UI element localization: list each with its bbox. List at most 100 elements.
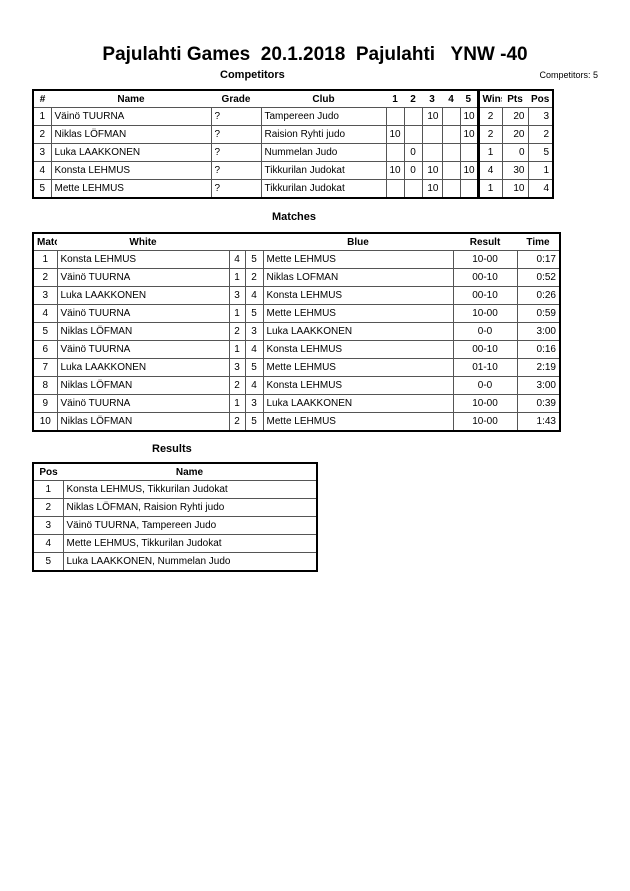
table-cell: 2:19: [516, 358, 561, 377]
table-cell: Konsta LEHMUS: [262, 376, 454, 395]
table-row: 2 Niklas LÖFMAN, Raision Ryhti judo: [32, 498, 318, 517]
column-header: Match: [37, 236, 57, 248]
table-cell: 2: [476, 125, 503, 144]
table-cell: 7: [32, 358, 58, 377]
table-cell: ?: [210, 107, 262, 126]
table-cell: 3: [32, 143, 52, 162]
table-cell: 1: [32, 107, 52, 126]
table-cell: 3: [32, 286, 58, 305]
table-row: 10 Niklas LÖFMAN 2 5 Mette LEHMUS 10-00 1:43: [32, 412, 561, 432]
table-cell: [421, 143, 443, 162]
table-cell: [459, 143, 479, 162]
table-cell: Luka LAAKKONEN: [56, 358, 230, 377]
column-header: Time: [526, 236, 550, 248]
table-cell: 2: [228, 322, 246, 341]
column-header: Pos: [39, 466, 58, 478]
table-cell: Konsta LEHMUS: [56, 250, 230, 269]
table-cell: 10: [459, 107, 479, 126]
table-cell: [441, 179, 461, 199]
table-row: 7 Luka LAAKKONEN 3 5 Mette LEHMUS 01-10 2:19: [32, 358, 561, 377]
table-cell: 3: [228, 286, 246, 305]
header-row: Match White Blue Result Time: [33, 233, 560, 251]
table-cell: ?: [210, 125, 262, 144]
table-cell: 2: [228, 412, 246, 432]
table-cell: Konsta LEHMUS: [50, 161, 212, 180]
table-cell: 3: [244, 394, 264, 413]
table-cell: 4: [228, 250, 246, 269]
table-cell: 5: [32, 552, 64, 572]
table-cell: 3:00: [516, 322, 561, 341]
table-cell: Luka LAAKKONEN: [50, 143, 212, 162]
table-cell: [441, 125, 461, 144]
table-row: 3 Luka LAAKKONEN? Nummelan Judo 0 1 0 5: [32, 143, 554, 162]
table-cell: 6: [32, 340, 58, 359]
results-heading: Results: [152, 443, 192, 455]
table-cell: 5: [32, 179, 52, 199]
table-cell: 10: [421, 161, 443, 180]
table-cell: 1: [32, 480, 64, 499]
table-cell: 4: [527, 179, 554, 199]
table-row: 9 Väinö TUURNA 1 3 Luka LAAKKONEN 10-00 0:39: [32, 394, 561, 413]
column-header: Pos: [531, 93, 550, 105]
column-header: 5: [465, 93, 472, 105]
table-cell: [403, 179, 423, 199]
table-cell: ?: [210, 179, 262, 199]
table-row: 1 Konsta LEHMUS 4 5 Mette LEHMUS 10-00 0:17: [32, 250, 561, 269]
table-cell: 9: [32, 394, 58, 413]
table-cell: Tikkurilan Judokat: [260, 179, 387, 199]
table-cell: 0: [501, 143, 529, 162]
table-cell: 5: [32, 322, 58, 341]
table-cell: 8: [32, 376, 58, 395]
table-cell: 5: [244, 358, 264, 377]
table-cell: 20: [501, 107, 529, 126]
page-title: Pajulahti Games 20.1.2018 Pajulahti YNW …: [102, 44, 528, 65]
table-cell: [441, 107, 461, 126]
table-cell: 10-00: [452, 394, 518, 413]
column-header: Grade: [221, 93, 251, 105]
table-row: 4 Väinö TUURNA 1 5 Mette LEHMUS 10-00 0:59: [32, 304, 561, 323]
table-row: 2 Väinö TUURNA 1 2 Niklas LOFMAN 00-10 0:52: [32, 268, 561, 287]
table-row: 6 Väinö TUURNA 1 4 Konsta LEHMUS 00-10 0:16: [32, 340, 561, 359]
table-cell: Luka LAAKKONEN, Nummelan Judo: [62, 552, 318, 572]
table-cell: 0: [403, 143, 423, 162]
results-table: Pos Name 1 Konsta LEHMUS, Tikkurilan Judoka…: [32, 462, 318, 572]
table-cell: 1: [228, 340, 246, 359]
table-cell: Mette LEHMUS, Tikkurilan Judokat: [62, 534, 318, 553]
table-cell: 2: [32, 268, 58, 287]
table-cell: 0:39: [516, 394, 561, 413]
column-header: Blue: [347, 236, 369, 248]
column-header: Result: [469, 236, 501, 248]
table-cell: 1: [476, 179, 503, 199]
table-cell: Väinö TUURNA, Tampereen Judo: [62, 516, 318, 535]
table-cell: 3: [228, 358, 246, 377]
table-cell: Konsta LEHMUS: [262, 286, 454, 305]
table-cell: Väinö TUURNA: [56, 268, 230, 287]
competitors-heading: Competitors: [220, 69, 285, 81]
table-cell: 10: [459, 161, 479, 180]
table-cell: 5: [244, 412, 264, 432]
table-cell: 3: [527, 107, 554, 126]
table-cell: 10-00: [452, 250, 518, 269]
table-cell: Luka LAAKKONEN: [56, 286, 230, 305]
table-cell: 4: [244, 340, 264, 359]
table-cell: 01-10: [452, 358, 518, 377]
table-row: 4 Konsta LEHMUS? Tikkurilan Judokat 10 0 10 10…: [32, 161, 554, 180]
table-cell: 1: [32, 250, 58, 269]
header-row: Pos Name: [33, 463, 317, 481]
table-cell: 1: [527, 161, 554, 180]
table-cell: 1: [228, 394, 246, 413]
table-cell: 0-0: [452, 376, 518, 395]
table-cell: ?: [210, 143, 262, 162]
table-cell: 0:17: [516, 250, 561, 269]
table-row: 1 Väinö TUURNA? Tampereen Judo 10 10 2 20 3: [32, 107, 554, 126]
matches-table: MatchWhiteBlueResultTime1Konsta LEHMUS45…: [32, 232, 561, 432]
table-cell: 30: [501, 161, 529, 180]
table-cell: 2: [244, 268, 264, 287]
table-cell: 0:52: [516, 268, 561, 287]
table-cell: Niklas LÖFMAN: [50, 125, 212, 144]
table-row: 3 Väinö TUURNA, Tampereen Judo: [32, 516, 318, 535]
table-cell: [421, 125, 443, 144]
column-header: 1: [392, 93, 398, 105]
column-header: Pts: [507, 93, 523, 105]
table-cell: 10: [421, 107, 443, 126]
